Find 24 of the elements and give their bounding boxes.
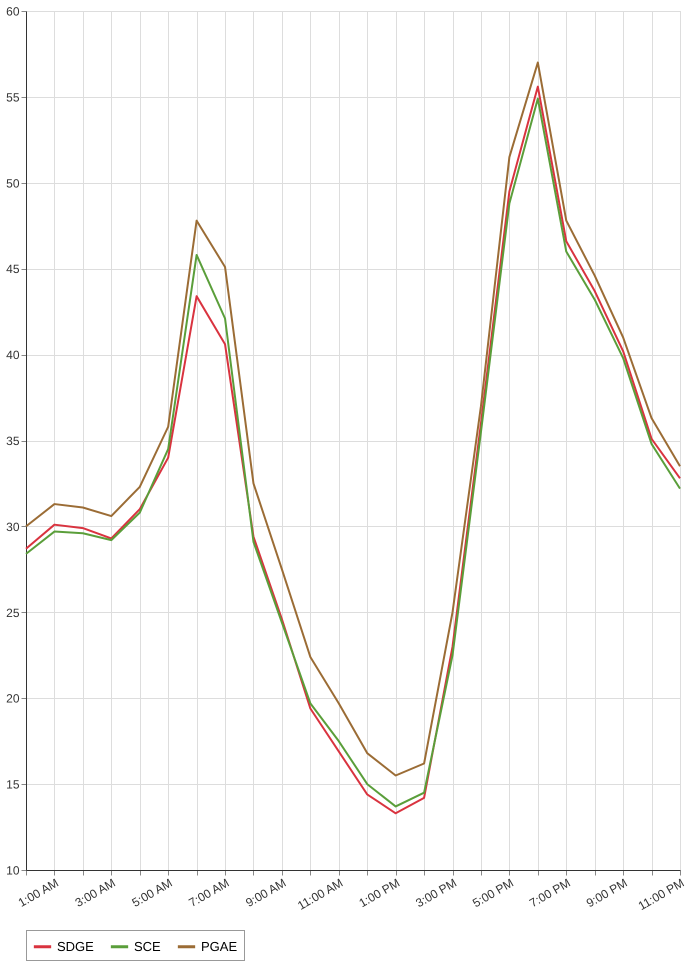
y-tick-label: 45 [6, 262, 20, 276]
legend-label: PGAE [201, 938, 238, 954]
legend-label: SDGE [57, 938, 94, 954]
y-tick-label: 40 [6, 348, 20, 362]
y-tick-label: 10 [6, 864, 20, 878]
y-tick-label: 55 [6, 90, 20, 104]
x-tick-label: 7:00 PM [527, 876, 573, 910]
y-tick-label: 60 [6, 4, 20, 18]
y-tick-label: 30 [6, 520, 20, 534]
x-tick-label: 9:00 PM [584, 876, 630, 910]
y-tick-label: 25 [6, 606, 20, 620]
x-tick-label: 3:00 AM [72, 876, 118, 910]
x-tick-label: 5:00 AM [130, 876, 175, 910]
x-tick-label: 1:00 PM [356, 876, 402, 910]
y-tick-label: 20 [6, 692, 20, 706]
y-tick-label: 35 [6, 434, 20, 448]
x-tick-label: 5:00 PM [470, 876, 516, 910]
y-tick-label: 50 [6, 176, 20, 190]
x-tick-label: 3:00 PM [413, 876, 460, 910]
x-tick-label: 9:00 AM [243, 876, 288, 910]
x-tick-label: 1:00 AM [16, 876, 61, 910]
legend-label: SCE [134, 938, 162, 954]
y-tick-label: 15 [6, 778, 20, 792]
x-tick-label: 7:00 AM [186, 876, 232, 910]
